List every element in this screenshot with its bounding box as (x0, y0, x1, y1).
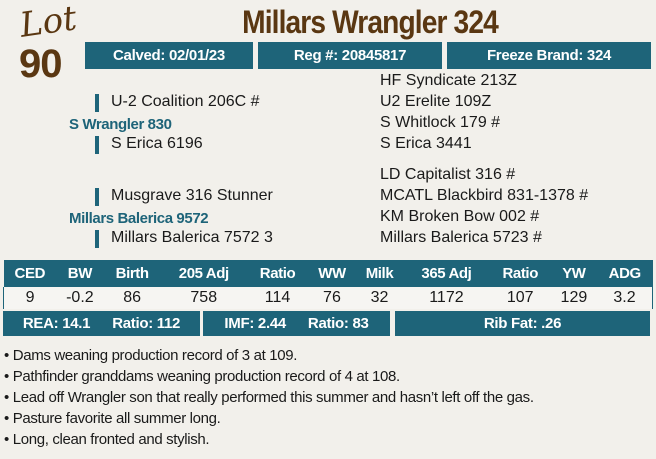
dam-dam: Millars Balerica 7572 3 (111, 229, 273, 246)
rib-fat-box: Rib Fat: .26 (395, 311, 650, 336)
epd-header: 365 Adj (403, 260, 490, 287)
note-item: • Long, clean fronted and stylish. (4, 431, 210, 448)
reg-box: Reg #: 20845817 (258, 42, 442, 69)
note-text: Pasture favorite all summer long. (12, 410, 221, 427)
freeze-brand: Freeze Brand: 324 (486, 47, 612, 64)
epd-header: Ratio (246, 260, 309, 287)
sire-dam-sire: S Whitlock 179 # (380, 114, 501, 131)
sire-dam-dam: S Erica 3441 (380, 135, 472, 152)
epd-header: Birth (103, 260, 161, 287)
epd-value: 114 (246, 287, 309, 309)
epd-header: 205 Adj (160, 260, 247, 287)
epd-header: Milk (355, 260, 404, 287)
imf-box: IMF: 2.44 Ratio: 83 (203, 311, 390, 336)
dam-dam-dam: Millars Balerica 5723 # (380, 229, 542, 246)
notes-list: • Dams weaning production record of 3 at… (4, 345, 534, 450)
imf-ratio: Ratio: 83 (307, 315, 369, 332)
pedigree-bracket (95, 230, 99, 248)
reg-number: Reg #: 20845817 (293, 47, 407, 64)
imf: IMF: 2.44 (224, 315, 286, 332)
freeze-brand-box: Freeze Brand: 324 (447, 42, 651, 69)
rib-fat: Rib Fat: .26 (483, 315, 562, 332)
dam-sire-dam: MCATL Blackbird 831-1378 # (380, 187, 589, 204)
epd-header-row: CED BW Birth 205 Adj Ratio WW Milk 365 A… (3, 260, 653, 287)
epd-table: CED BW Birth 205 Adj Ratio WW Milk 365 A… (3, 260, 653, 309)
note-text: Pathfinder granddams weaning production … (12, 368, 400, 385)
note-item: • Pathfinder granddams weaning productio… (4, 368, 400, 385)
pedigree-bracket (95, 94, 99, 112)
lot-label: Lot (17, 0, 80, 46)
epd-value: 32 (355, 287, 404, 309)
epd-value: 1172 (403, 287, 490, 309)
epd-value-row: 9 -0.2 86 758 114 76 32 1172 107 129 3.2 (3, 287, 653, 309)
dam: Millars Balerica 9572 (69, 210, 209, 227)
epd-value: 9 (3, 287, 57, 309)
epd-header: CED (3, 260, 57, 287)
note-text: Lead off Wrangler son that really perfor… (12, 389, 534, 406)
note-item: • Pasture favorite all summer long. (4, 410, 221, 427)
lot-number: 90 (19, 42, 62, 86)
dam-sire-sire: LD Capitalist 316 # (380, 166, 516, 183)
epd-value: -0.2 (56, 287, 104, 309)
epd-value: 76 (308, 287, 356, 309)
dam-dam-sire: KM Broken Bow 002 # (380, 208, 540, 225)
epd-value: 758 (160, 287, 247, 309)
epd-header: WW (308, 260, 356, 287)
sire-dam: S Erica 6196 (111, 135, 203, 152)
calved-box: Calved: 02/01/23 (85, 42, 253, 69)
sire-sire: U-2 Coalition 206C # (111, 93, 260, 110)
epd-header: ADG (596, 260, 653, 287)
animal-name: Millars Wrangler 324 (242, 4, 499, 40)
rea-box: REA: 14.1 Ratio: 112 (3, 311, 200, 336)
epd-value: 129 (550, 287, 597, 309)
sire-sire-sire: HF Syndicate 213Z (380, 72, 517, 89)
pedigree-bracket (95, 136, 99, 154)
epd-value: 86 (103, 287, 161, 309)
note-item: • Dams weaning production record of 3 at… (4, 347, 298, 364)
epd-value: 3.2 (596, 287, 653, 309)
sire: S Wrangler 830 (69, 116, 172, 133)
rea-ratio: Ratio: 112 (112, 315, 181, 332)
sire-sire-dam: U2 Erelite 109Z (380, 93, 492, 110)
epd-header: BW (56, 260, 104, 287)
note-item: • Lead off Wrangler son that really perf… (4, 389, 534, 406)
epd-value: 107 (489, 287, 551, 309)
rea: REA: 14.1 (22, 315, 91, 332)
dam-sire: Musgrave 316 Stunner (111, 187, 273, 204)
pedigree-bracket (95, 188, 99, 206)
epd-header: Ratio (489, 260, 551, 287)
epd-header: YW (550, 260, 597, 287)
note-text: Long, clean fronted and stylish. (12, 431, 210, 448)
calved-date: Calved: 02/01/23 (113, 47, 225, 64)
note-text: Dams weaning production record of 3 at 1… (12, 347, 298, 364)
